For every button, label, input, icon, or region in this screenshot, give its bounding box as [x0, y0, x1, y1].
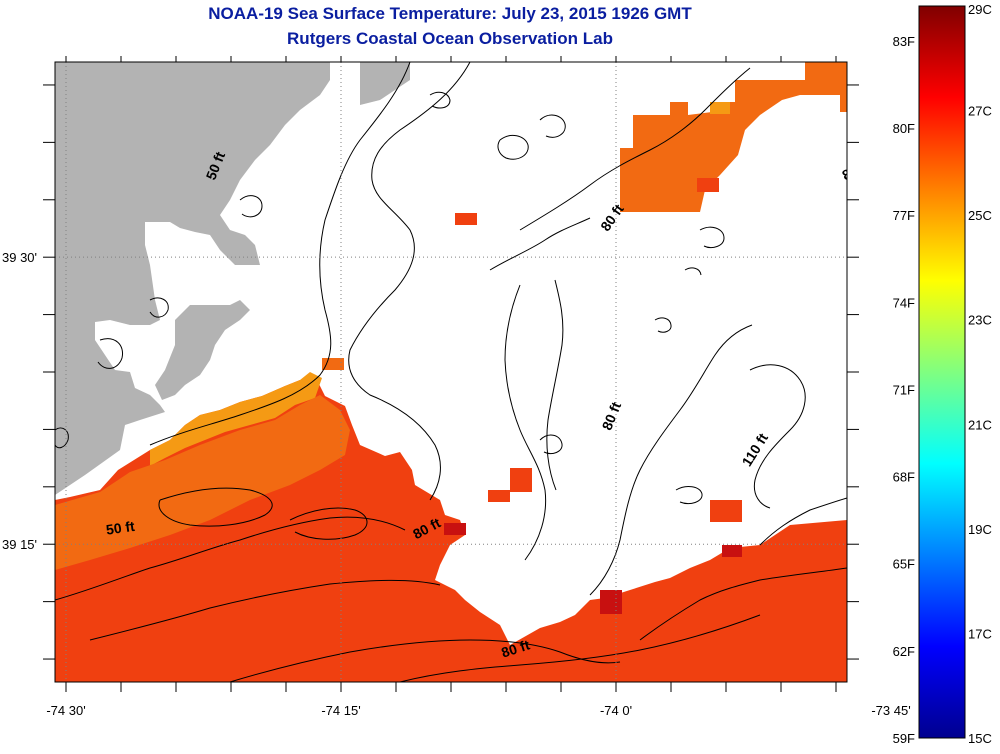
contour-80ft-east	[519, 67, 751, 231]
colorbar-celsius-label-3: 23C	[968, 313, 992, 328]
sst-pixel-isolated-1	[455, 213, 477, 225]
depth-label-6: 50 ft	[105, 518, 136, 538]
contour-south-4	[399, 614, 761, 682]
contour-south-2	[89, 579, 441, 641]
contour-sw-loop-2	[289, 507, 368, 540]
colorbar-fahrenheit-label-1: 80F	[893, 121, 915, 136]
sst-region-orange-band	[55, 395, 350, 570]
sst-pixel-isolated-3	[510, 468, 532, 492]
colorbar-fahrenheit-labels: 83F 80F 77F 74F 71F 68F 65F 62F 59F	[893, 34, 915, 746]
colorbar-fahrenheit-label-8: 59F	[893, 731, 915, 746]
contour-110ft	[589, 324, 753, 596]
contour-coast-4	[55, 427, 69, 449]
contour-coast-1	[97, 338, 124, 369]
map-subtitle: Rutgers Coastal Ocean Observation Lab	[287, 29, 613, 48]
colorbar-fahrenheit-label-4: 71F	[893, 382, 915, 397]
lon-label-1: -74 15'	[321, 703, 360, 718]
lat-label-0: 39 30'	[2, 250, 37, 265]
contour-80ft-inner	[348, 62, 471, 501]
contour-islet-8	[684, 267, 702, 276]
contour-south-3	[229, 639, 621, 682]
map-title: NOAA-19 Sea Surface Temperature: July 23…	[208, 4, 692, 23]
sst-pixel-northeast-amber	[710, 102, 730, 114]
contour-sw-loop	[158, 487, 273, 527]
colorbar-celsius-label-1: 27C	[968, 104, 992, 119]
colorbar-celsius-labels: 29C 27C 25C 23C 21C 19C 17C 15C	[968, 2, 992, 746]
lat-label-1: 39 15'	[2, 537, 37, 552]
contour-islet-7	[654, 317, 672, 333]
sst-pixel-isolated-2	[488, 490, 510, 502]
contour-islet-5	[539, 434, 563, 455]
sst-pixel-dark-3	[444, 523, 466, 535]
sst-field	[55, 62, 847, 682]
bathymetry-contours	[55, 62, 847, 682]
depth-label-5: 110 ft	[848, 497, 888, 525]
colorbar-celsius-label-7: 15C	[968, 731, 992, 746]
contour-80ft-east-2	[489, 217, 591, 271]
contour-110ft-loop	[749, 364, 806, 509]
colorbar-fahrenheit-label-5: 68F	[893, 470, 915, 485]
contour-ne-islet-2	[539, 114, 566, 138]
contour-islet-4	[675, 486, 703, 505]
sst-pixel-northeast-red	[697, 178, 719, 192]
axis-ticks	[43, 56, 859, 692]
graticule	[55, 62, 847, 682]
colorbar-fahrenheit-label-2: 77F	[893, 208, 915, 223]
sst-pixel-isolated-4	[710, 500, 742, 522]
contour-ne-islet-1	[497, 134, 529, 160]
land-mask-patch-1	[360, 62, 410, 105]
land-mask-island-1	[155, 300, 250, 400]
longitude-labels: -74 30' -74 15' -74 0' -73 45'	[46, 703, 910, 718]
contour-110ft-south	[759, 497, 847, 546]
latitude-labels: 39 30' 39 15'	[2, 250, 37, 552]
contour-50ft-north	[149, 62, 411, 446]
contour-coast-3	[149, 297, 169, 318]
colorbar-celsius-label-4: 21C	[968, 417, 992, 432]
colorbar-celsius-label-5: 19C	[968, 522, 992, 537]
lon-label-0: -74 30'	[46, 703, 85, 718]
sst-pixel-shoal	[322, 358, 344, 370]
contour-islet-6	[429, 91, 451, 109]
colorbar-fahrenheit-label-3: 74F	[893, 295, 915, 310]
sst-region-northeast	[620, 62, 847, 212]
contour-southeast	[639, 567, 847, 641]
sst-pixel-dark-2	[722, 545, 742, 557]
colorbar-celsius-label-2: 25C	[968, 208, 992, 223]
colorbar-celsius-label-6: 17C	[968, 626, 992, 641]
colorbar	[918, 5, 966, 739]
colorbar-fahrenheit-label-7: 62F	[893, 644, 915, 659]
contour-coast-2	[239, 195, 263, 218]
contour-ne-islet-3	[699, 226, 725, 249]
lon-label-2: -74 0'	[600, 703, 632, 718]
depth-label-2: 80 ft	[839, 157, 872, 184]
sst-pixel-dark-1	[600, 590, 622, 614]
contour-south-1	[55, 516, 406, 601]
lon-label-3: -73 45'	[871, 703, 910, 718]
colorbar-celsius-label-0: 29C	[968, 2, 992, 17]
colorbar-fahrenheit-label-6: 65F	[893, 557, 915, 572]
contour-80ft-ridge	[504, 284, 547, 561]
colorbar-fahrenheit-label-0: 83F	[893, 34, 915, 49]
sst-region-nearshore-amber	[150, 372, 322, 466]
land-mask	[55, 62, 330, 495]
contour-80ft-ridge-2	[546, 279, 564, 491]
